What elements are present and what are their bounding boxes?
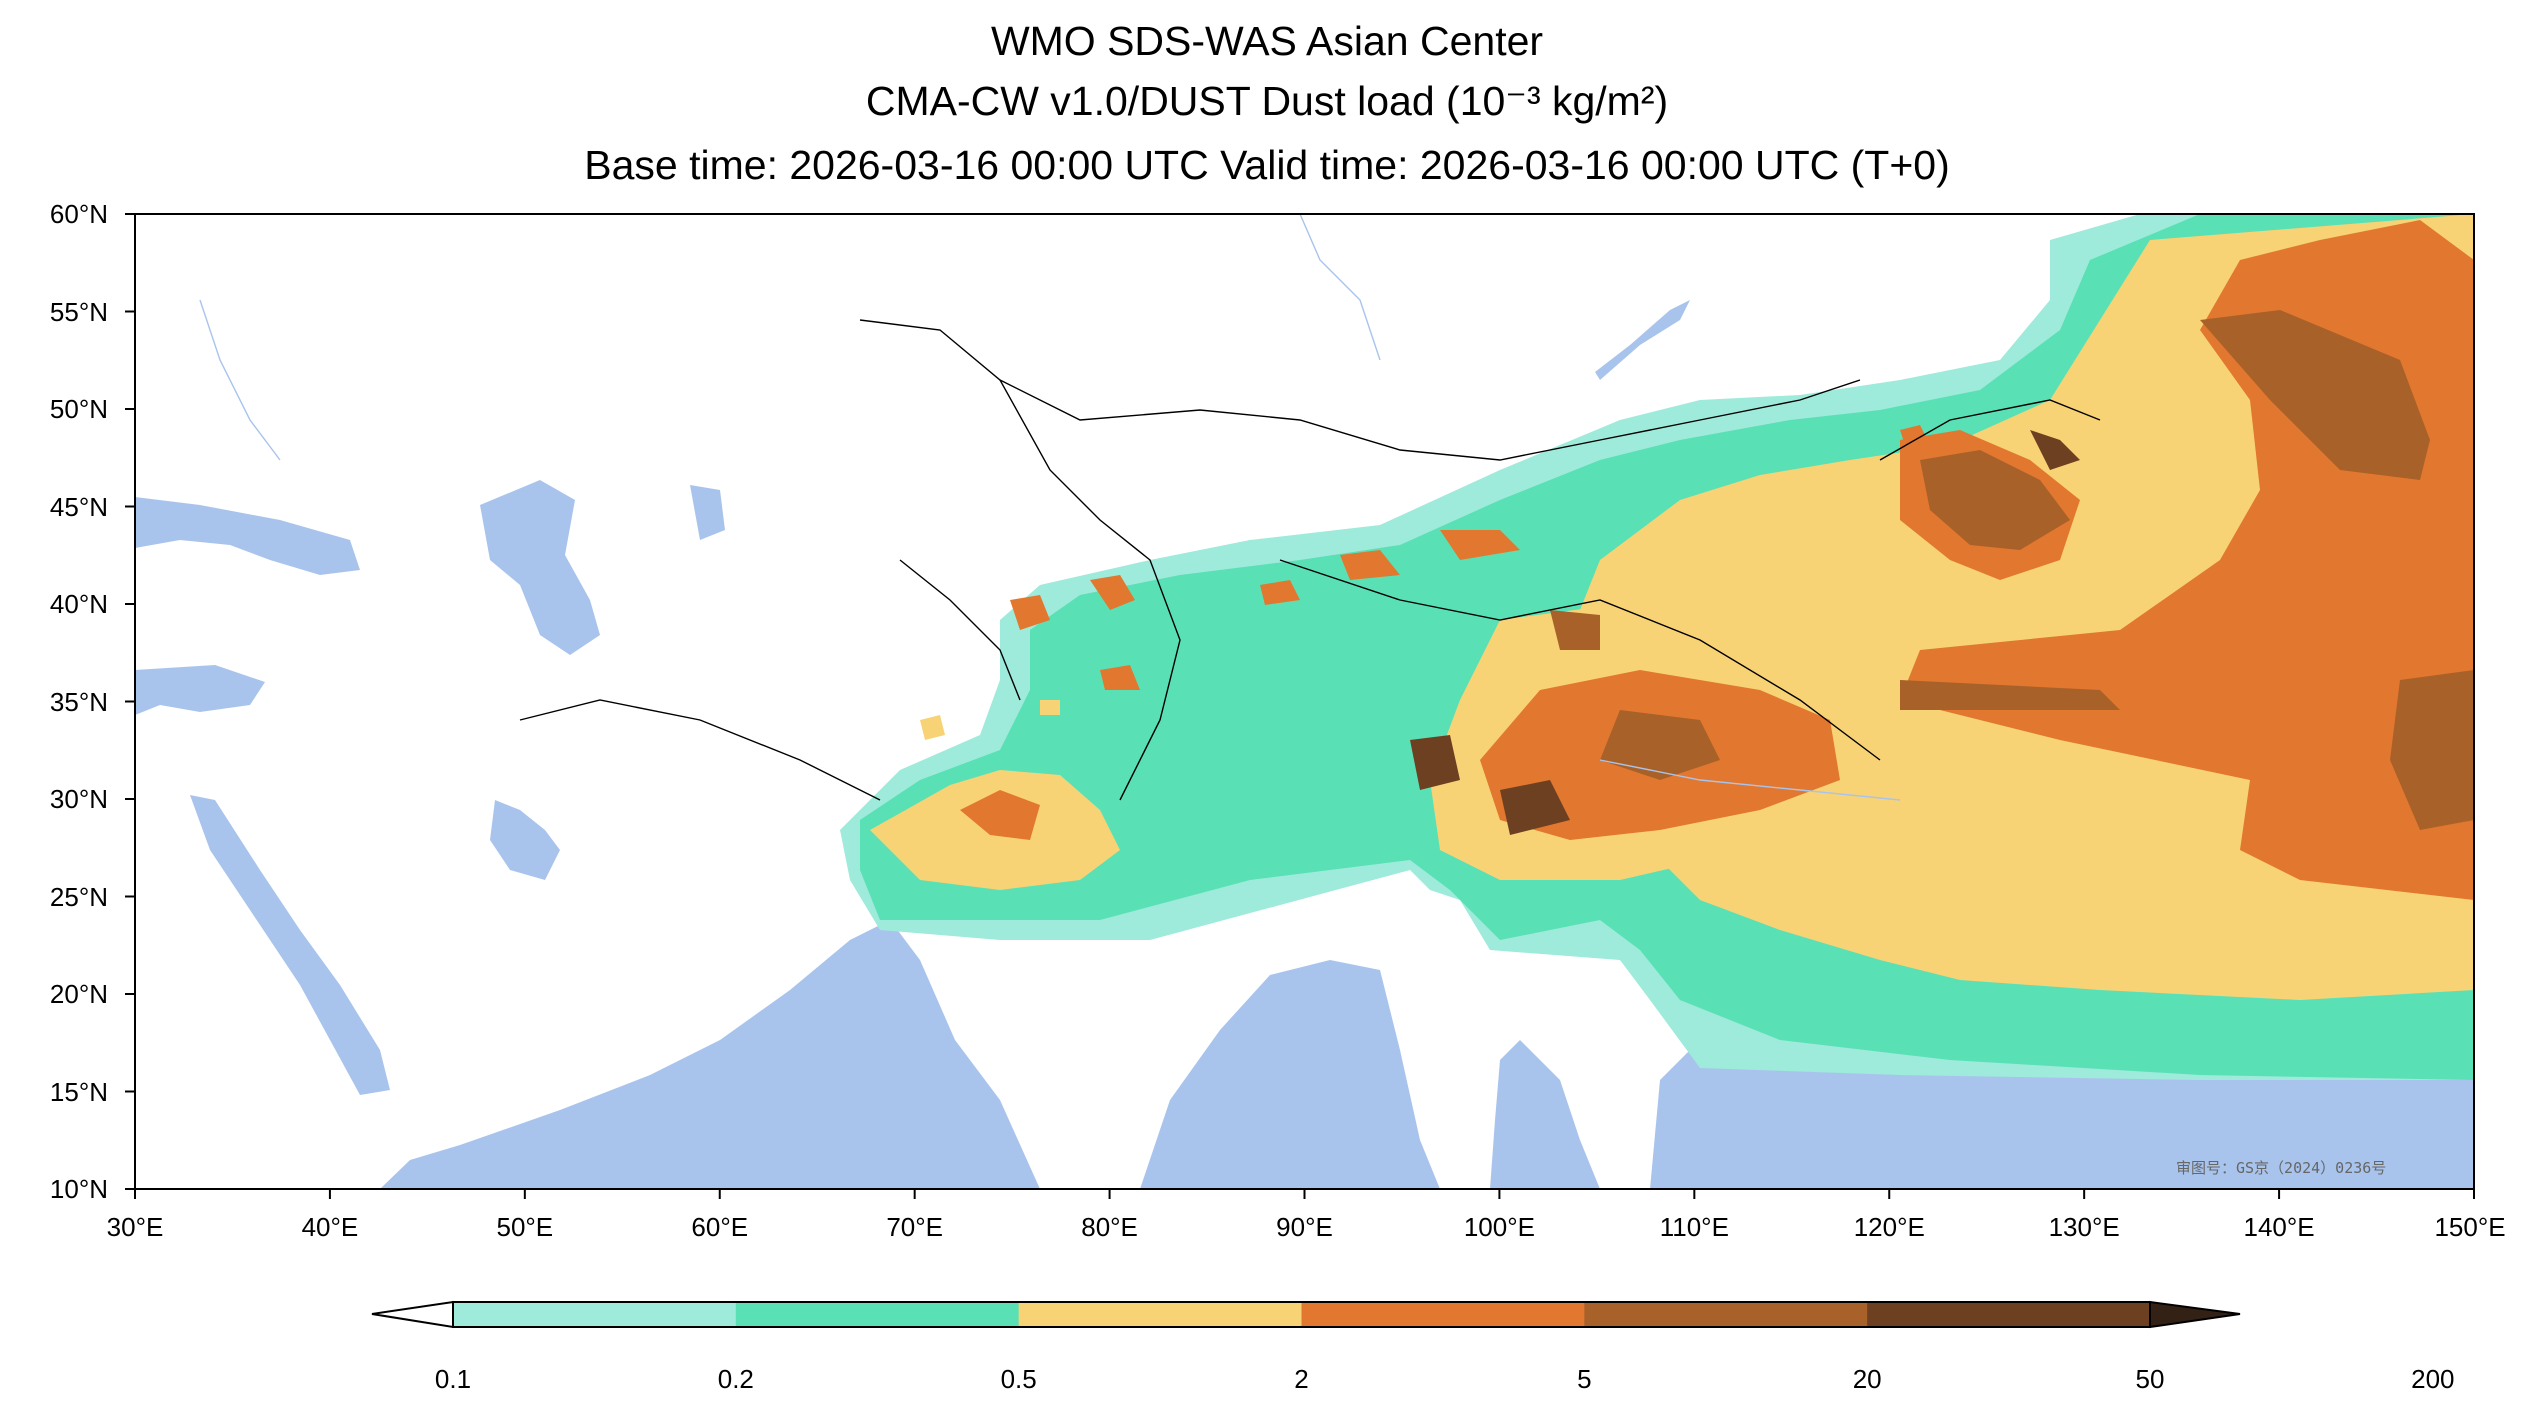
lon-label: 140°E	[2243, 1212, 2315, 1242]
colorbar-cells	[453, 1302, 2151, 1327]
dust-load-fill	[840, 214, 2474, 1080]
lat-label: 15°N	[49, 1076, 108, 1107]
lon-label: 110°E	[1659, 1212, 1729, 1242]
review-number: 审图号：GS京（2024）0236号	[2176, 1159, 2387, 1177]
borders-layer	[519, 319, 2101, 801]
colorbar-label: 5	[1577, 1364, 1592, 1394]
title-line-3: Base time: 2026-03-16 00:00 UTC Valid ti…	[584, 142, 1950, 188]
lat-label: 25°N	[49, 881, 108, 912]
lon-label: 150°E	[2434, 1212, 2506, 1242]
lon-label: 90°E	[1276, 1212, 1333, 1242]
lon-label: 30°E	[106, 1212, 164, 1242]
colorbar-label: 200	[2411, 1364, 2455, 1394]
colorbar-label: 0.1	[434, 1364, 472, 1394]
lon-label: 60°E	[691, 1212, 749, 1242]
lat-label: 30°N	[49, 784, 108, 814]
colorbar-label: 20	[1852, 1364, 1882, 1394]
colorbar-label: 0.2	[717, 1364, 754, 1394]
lat-label: 20°N	[49, 979, 108, 1009]
lat-label: 10°N	[49, 1174, 108, 1204]
colorbar-cell	[453, 1302, 737, 1327]
lon-label: 50°E	[496, 1212, 554, 1242]
colorbar	[371, 1300, 2241, 1329]
colorbar-extend-low	[371, 1300, 454, 1329]
colorbar-cell	[1867, 1302, 2151, 1327]
colorbar-cell	[735, 1302, 1020, 1327]
colorbar-frame	[452, 1301, 2151, 1328]
colorbar-cell	[1301, 1302, 1585, 1327]
lat-label: 45°N	[49, 491, 108, 522]
lat-label: 40°N	[49, 589, 108, 619]
colorbar-label: 2	[1294, 1364, 1309, 1394]
map-area	[135, 214, 2474, 1189]
axis-ticks	[125, 213, 2475, 1199]
lon-label: 130°E	[2048, 1212, 2120, 1242]
title-line-2: CMA-CW v1.0/DUST Dust load (10⁻³ kg/m²)	[865, 78, 1669, 124]
lon-label: 40°E	[301, 1212, 359, 1242]
lon-label: 120°E	[1853, 1212, 1925, 1242]
colorbar-label: 0.5	[1000, 1364, 1037, 1394]
rivers-layer	[199, 214, 1901, 801]
colorbar-cell	[1584, 1302, 1868, 1327]
colorbar-label: 50	[2135, 1364, 2165, 1394]
lat-label: 60°N	[49, 199, 108, 229]
lon-label: 70°E	[886, 1212, 943, 1242]
lon-label: 80°E	[1081, 1212, 1138, 1242]
lat-label: 55°N	[49, 296, 108, 327]
lon-label: 100°E	[1463, 1212, 1535, 1242]
title-line-1: WMO SDS-WAS Asian Center	[990, 18, 1544, 64]
lat-label: 50°N	[49, 394, 108, 424]
colorbar-extend-high	[2149, 1300, 2241, 1329]
colorbar-cell	[1018, 1302, 1302, 1327]
lat-label: 35°N	[49, 686, 108, 717]
